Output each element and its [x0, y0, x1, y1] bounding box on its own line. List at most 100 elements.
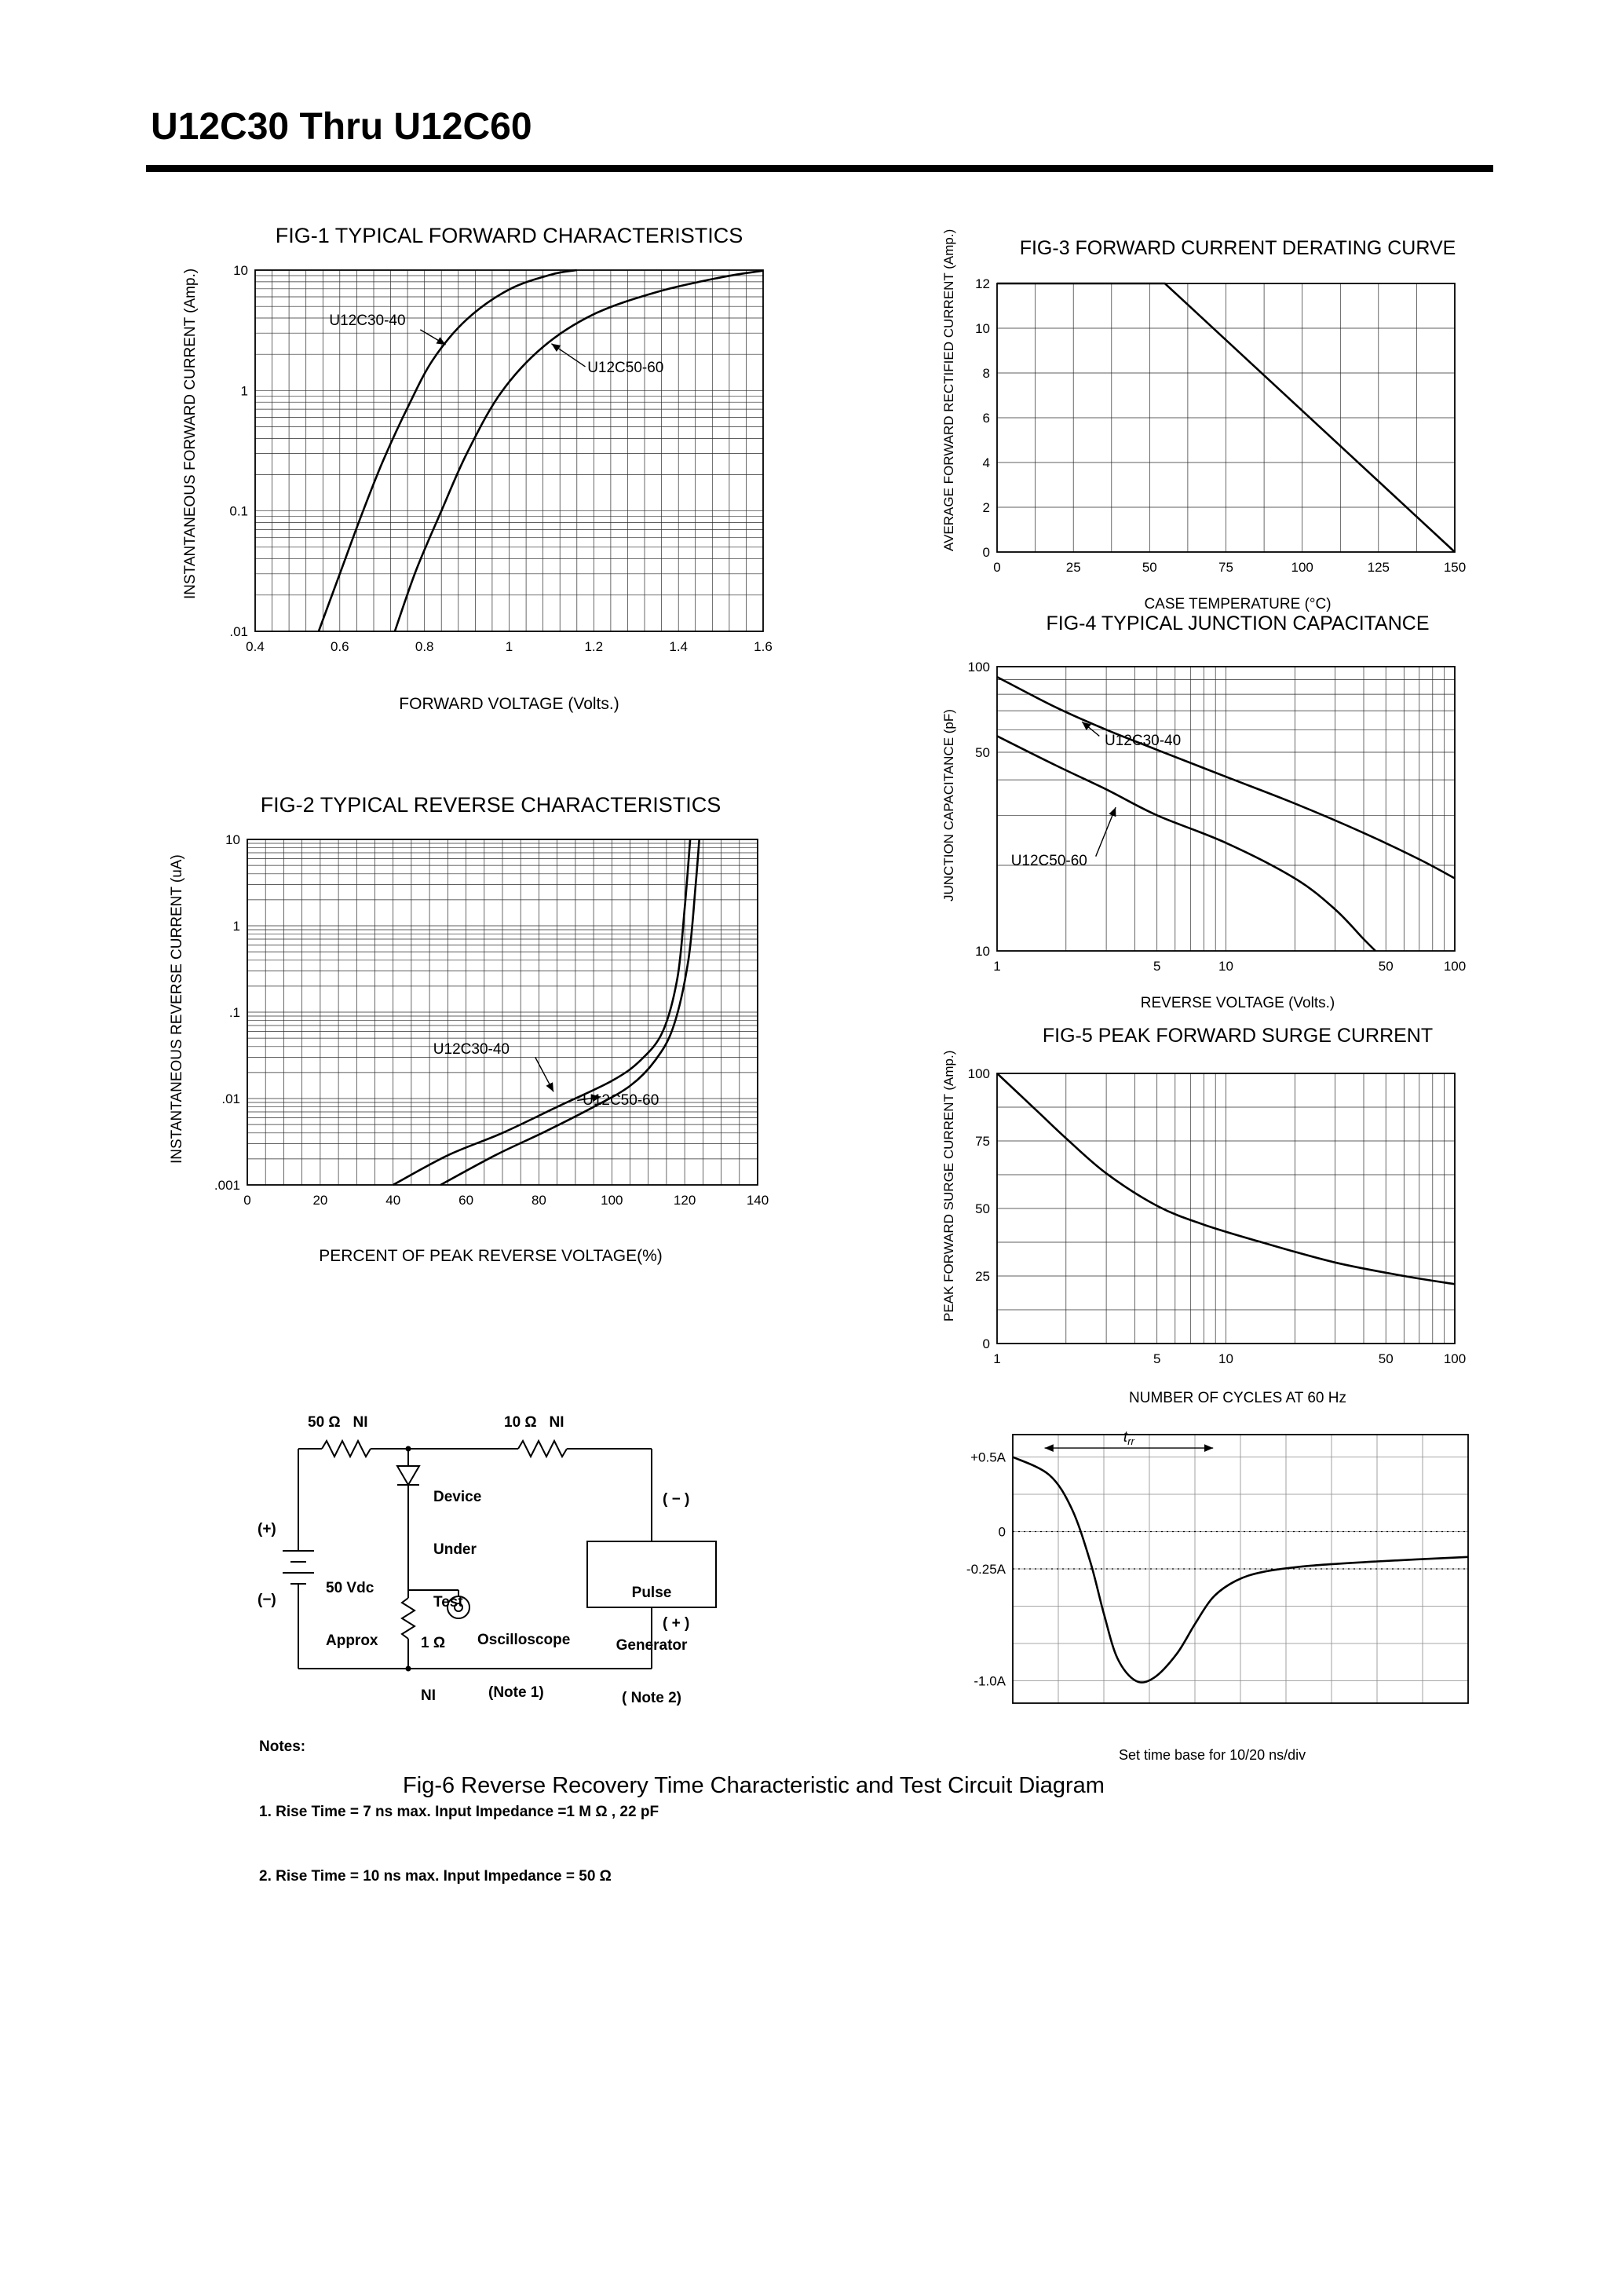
svg-text:0.8: 0.8: [415, 639, 434, 654]
fig4-chart: 1 5 10 50 100 100 50 10 U12C30-40 U12C50-60: [968, 660, 1467, 974]
resistor-50ohm-label: 50 Ω NI: [308, 1414, 368, 1431]
svg-text:100: 100: [601, 1193, 623, 1208]
fig1-title: FIG-1 TYPICAL FORWARD CHARACTERISTICS: [275, 224, 743, 247]
fig2: FIG-2 TYPICAL REVERSE CHARACTERISTICS 0 2…: [161, 793, 781, 1296]
svg-text:6: 6: [983, 411, 990, 426]
svg-text:0.1: 0.1: [229, 504, 248, 519]
resistor-10ohm-label: 10 Ω NI: [504, 1414, 564, 1431]
svg-text:1: 1: [233, 919, 240, 934]
circuit-diagram: [283, 1439, 717, 1672]
battery-plus-label: (+): [258, 1521, 276, 1537]
svg-text:4: 4: [983, 455, 990, 470]
svg-text:U12C50-60: U12C50-60: [1011, 853, 1087, 869]
svg-text:.1: .1: [229, 1005, 240, 1020]
svg-text:50: 50: [975, 1201, 990, 1216]
note-line-2: 2. Rise Time = 10 ns max. Input Impedanc…: [259, 1868, 612, 1885]
svg-text:5: 5: [1153, 1351, 1160, 1366]
svg-text:1.2: 1.2: [584, 639, 603, 654]
svg-text:1: 1: [993, 1351, 1000, 1366]
svg-text:1.6: 1.6: [754, 639, 773, 654]
svg-text:0: 0: [983, 1336, 990, 1351]
fig3-xlabel: CASE TEMPERATURE (°C): [1144, 596, 1332, 612]
svg-text:12: 12: [975, 276, 990, 291]
fig4-ylabel: JUNCTION CAPACITANCE (pF): [941, 709, 956, 901]
svg-text:2: 2: [983, 500, 990, 515]
svg-text:0: 0: [993, 560, 1000, 575]
svg-text:-0.25A: -0.25A: [966, 1562, 1006, 1577]
fig3-chart: 0 25 50 75 100 125 150 12 10 8 6 4 2 0: [975, 276, 1466, 575]
svg-text:100: 100: [968, 660, 990, 675]
note-line-1: 1. Rise Time = 7 ns max. Input Impedance…: [259, 1803, 659, 1820]
fig4: FIG-4 TYPICAL JUNCTION CAPACITANCE 1 5 10 5…: [930, 612, 1496, 1052]
svg-text:.01: .01: [229, 624, 248, 639]
notes-heading: Notes:: [259, 1738, 306, 1756]
fig2-xlabel: PERCENT OF PEAK REVERSE VOLTAGE(%): [319, 1247, 663, 1265]
fig2-ylabel: INSTANTANEOUS REVERSE CURRENT (uA): [169, 854, 185, 1164]
svg-text:+0.5A: +0.5A: [970, 1450, 1006, 1465]
svg-text:0.6: 0.6: [331, 639, 349, 654]
fig5: FIG-5 PEAK FORWARD SURGE CURRENT 1 5 10 50 1…: [930, 1025, 1496, 1433]
svg-text:1.4: 1.4: [669, 639, 688, 654]
svg-text:0.4: 0.4: [246, 639, 265, 654]
svg-text:25: 25: [975, 1269, 990, 1284]
svg-text:50: 50: [975, 745, 990, 760]
fig4-xlabel: REVERSE VOLTAGE (Volts.): [1140, 995, 1335, 1011]
svg-text:100: 100: [968, 1066, 990, 1081]
fig3-title: FIG-3 FORWARD CURRENT DERATING CURVE: [1019, 237, 1456, 259]
svg-text:20: 20: [312, 1193, 327, 1208]
svg-text:100: 100: [1444, 1351, 1466, 1366]
svg-text:U12C50-60: U12C50-60: [587, 360, 663, 376]
sense-resistor-label: 1 Ω NI: [421, 1634, 446, 1705]
battery-value-label: 50 Vdc Approx: [326, 1579, 378, 1650]
svg-text:100: 100: [1444, 959, 1466, 974]
svg-text:U12C30-40: U12C30-40: [433, 1041, 510, 1058]
oscilloscope-symbol-inner: [454, 1603, 463, 1612]
fig5-xlabel: NUMBER OF CYCLES AT 60 Hz: [1129, 1390, 1346, 1406]
svg-text:10: 10: [1218, 1351, 1233, 1366]
svg-text:75: 75: [975, 1134, 990, 1149]
svg-text:8: 8: [983, 366, 990, 381]
resistor-50ohm: [321, 1439, 371, 1459]
svg-text:U12C30-40: U12C30-40: [329, 313, 405, 329]
fig3-ylabel: AVERAGE FORWARD RECTIFIED CURRENT (Amp.): [941, 229, 956, 551]
svg-text:50: 50: [1142, 560, 1157, 575]
fig5-title: FIG-5 PEAK FORWARD SURGE CURRENT: [1042, 1025, 1434, 1047]
fig4-title: FIG-4 TYPICAL JUNCTION CAPACITANCE: [1046, 612, 1430, 634]
svg-text:1: 1: [506, 639, 513, 654]
svg-text:120: 120: [674, 1193, 696, 1208]
svg-text:100: 100: [1291, 560, 1313, 575]
svg-text:0: 0: [243, 1193, 250, 1208]
fig6-test-circuit: 50 Ω NI 10 Ω NI Device Under Test (+) (−…: [251, 1409, 769, 1706]
fig6-waveform-chart: +0.5A 0 -0.25A -1.0A trr: [966, 1429, 1469, 1704]
fig1-ylabel: INSTANTANEOUS FORWARD CURRENT (Amp.): [182, 268, 199, 599]
fig3: FIG-3 FORWARD CURRENT DERATING CURVE 0 25…: [930, 229, 1496, 661]
svg-text:0: 0: [983, 545, 990, 560]
svg-text:50: 50: [1379, 959, 1394, 974]
svg-text:1: 1: [993, 959, 1000, 974]
oscilloscope-label: Oscilloscope (Note 1): [477, 1631, 571, 1702]
svg-text:-1.0A: -1.0A: [974, 1674, 1006, 1689]
svg-text:80: 80: [532, 1193, 546, 1208]
svg-text:.01: .01: [221, 1091, 240, 1106]
svg-text:140: 140: [747, 1193, 769, 1208]
svg-text:25: 25: [1066, 560, 1081, 575]
fig5-chart: 1 5 10 50 100 100 75 50 25 0: [968, 1066, 1467, 1366]
svg-text:40: 40: [385, 1193, 400, 1208]
fig2-chart: 0 20 40 60 80 100 120 140 10 1 .1 .01 .001 U12C30-40 U…: [214, 832, 769, 1208]
svg-text:10: 10: [233, 263, 248, 278]
oscilloscope-symbol: [447, 1596, 470, 1619]
fig1-chart: 0.4 0.6 0.8 1 1.2 1.4 1.6 10 1 0.1 .01 U12C30-40 U12…: [229, 263, 773, 654]
svg-text:.001: .001: [214, 1178, 240, 1193]
svg-text:75: 75: [1218, 560, 1233, 575]
fig5-ylabel: PEAK FORWARD SURGE CURRENT (Amp.): [941, 1050, 956, 1322]
svg-text:1: 1: [241, 383, 248, 398]
pulse-gen-plus-label: ( + ): [663, 1615, 690, 1632]
svg-text:125: 125: [1368, 560, 1390, 575]
fig6-caption: Fig-6 Reverse Recovery Time Characterist…: [403, 1773, 1105, 1798]
svg-text:150: 150: [1444, 560, 1466, 575]
svg-text:10: 10: [975, 321, 990, 336]
battery-minus-label: (−): [258, 1592, 276, 1608]
svg-text:5: 5: [1153, 959, 1160, 974]
svg-text:0: 0: [999, 1525, 1006, 1540]
